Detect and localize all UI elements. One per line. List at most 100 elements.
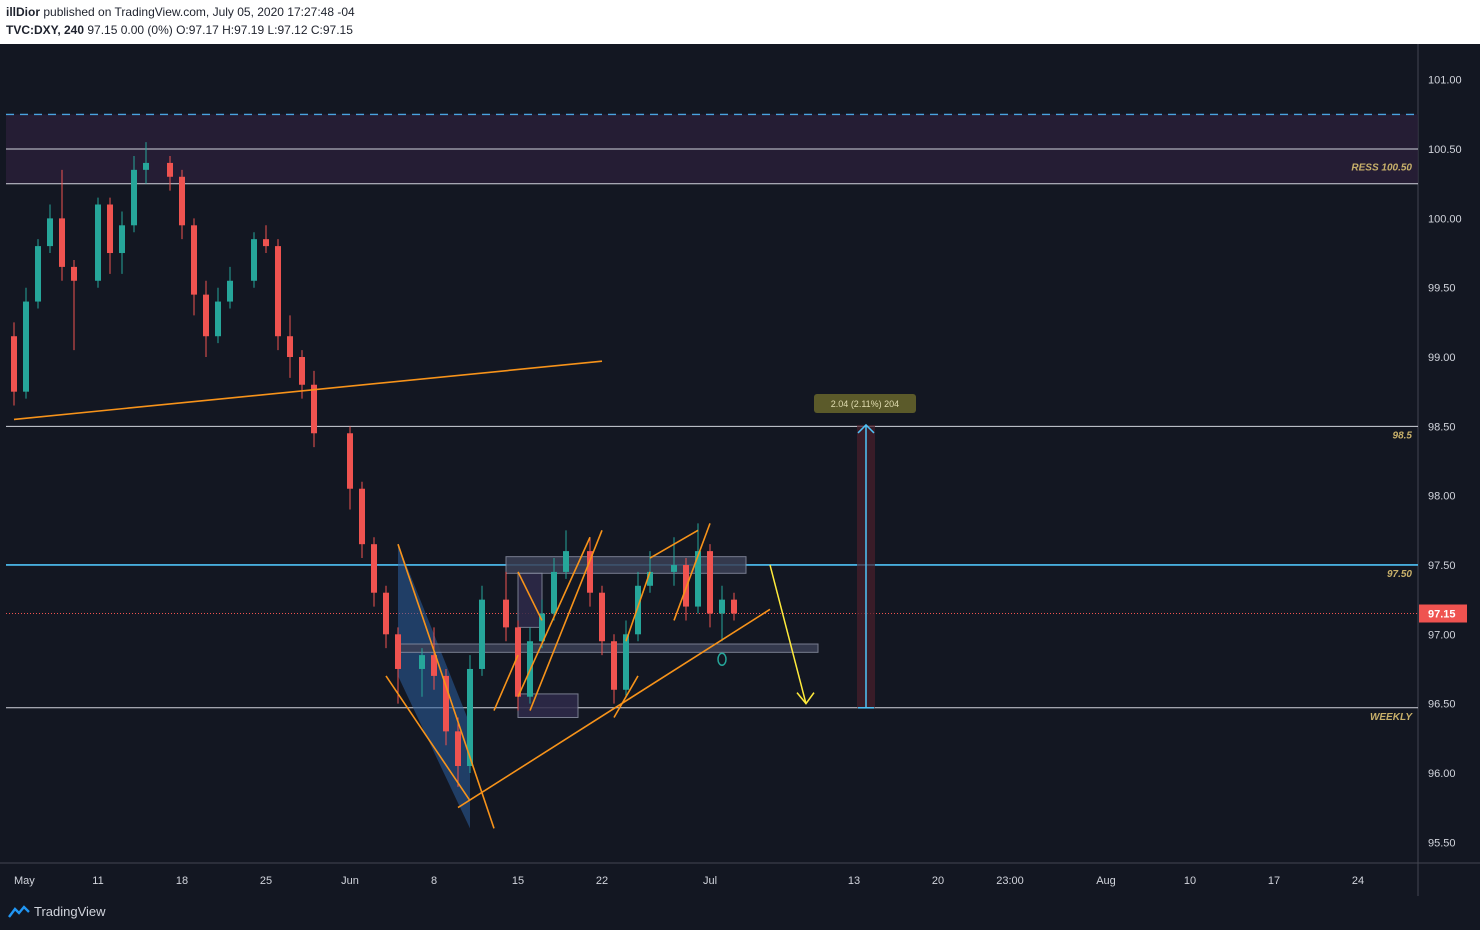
candle-body-12[interactable] <box>179 176 185 226</box>
tradingview-logo-icon <box>8 905 30 918</box>
candle-body-0[interactable] <box>11 336 17 392</box>
trend-line-1[interactable] <box>397 543 495 829</box>
candle-body-50[interactable] <box>719 599 725 614</box>
candle-body-18[interactable] <box>263 239 269 247</box>
level-label-4: 97.50 <box>1387 569 1412 580</box>
candle-body-17[interactable] <box>251 239 257 281</box>
candle-body-3[interactable] <box>47 218 53 247</box>
y-tick-1: 100.50 <box>1428 144 1462 156</box>
y-tick-9: 96.50 <box>1428 699 1456 711</box>
y-tick-2: 100.00 <box>1428 213 1462 225</box>
trend-line-6[interactable] <box>517 536 591 698</box>
author-name[interactable]: illDior <box>6 5 41 19</box>
candle-body-39[interactable] <box>563 551 569 572</box>
candle-body-8[interactable] <box>119 225 125 254</box>
trend-line-8[interactable] <box>625 571 651 642</box>
candle-body-30[interactable] <box>443 675 449 732</box>
candle-body-42[interactable] <box>611 641 617 690</box>
trend-line-2[interactable] <box>385 675 471 802</box>
level-label-2: RESS 100.50 <box>1351 162 1412 173</box>
candle-body-6[interactable] <box>95 204 101 281</box>
projection-arrow-head <box>796 692 815 705</box>
symbol-name[interactable]: TVC:DXY, 240 <box>6 23 85 37</box>
candle-body-5[interactable] <box>71 266 77 281</box>
x-tick-0: May <box>14 875 35 887</box>
candle-body-23[interactable] <box>347 433 353 489</box>
candle-body-38[interactable] <box>551 571 557 614</box>
candle-body-20[interactable] <box>287 336 293 358</box>
candle-body-47[interactable] <box>683 564 689 607</box>
publish-info: illDior published on TradingView.com, Ju… <box>6 5 355 19</box>
candle-body-34[interactable] <box>503 599 509 628</box>
publish-header: illDior published on TradingView.com, Ju… <box>0 0 1480 44</box>
candle-body-48[interactable] <box>695 551 701 607</box>
candle-body-49[interactable] <box>707 551 713 614</box>
publish-date: published on TradingView.com, July 05, 2… <box>40 5 355 19</box>
candle-body-13[interactable] <box>191 225 197 295</box>
candle-body-14[interactable] <box>203 294 209 337</box>
last-price-tag <box>1419 604 1467 623</box>
chart-canvas[interactable]: RESS 100.50 98.5 97.50 WEEKLY 2.04 (2.11%) 2… <box>0 44 1480 896</box>
level-label-3: 98.5 <box>1393 430 1413 441</box>
x-tick-9: 13 <box>848 875 860 887</box>
candle-body-41[interactable] <box>599 592 605 642</box>
candle-body-2[interactable] <box>35 246 41 302</box>
trend-line-10[interactable] <box>673 523 711 621</box>
candle-body-1[interactable] <box>23 301 29 392</box>
candle-body-28[interactable] <box>419 655 425 669</box>
candle-body-27[interactable] <box>395 634 401 669</box>
level-label-5: WEEKLY <box>1370 712 1413 723</box>
candle-body-16[interactable] <box>227 280 233 302</box>
price-chart[interactable]: RESS 100.50 98.5 97.50 WEEKLY 2.04 (2.11%) 2… <box>0 44 1480 930</box>
y-tick-11: 95.50 <box>1428 837 1456 849</box>
candle-body-37[interactable] <box>539 613 545 642</box>
candle-body-15[interactable] <box>215 301 221 337</box>
candle-body-32[interactable] <box>467 668 473 767</box>
candle-body-11[interactable] <box>167 162 173 177</box>
symbol-info: TVC:DXY, 240 97.15 0.00 (0%) O:97.17 H:9… <box>6 23 353 37</box>
trend-line-0[interactable] <box>13 360 603 421</box>
footer: TradingView <box>0 896 1480 930</box>
range-box-left <box>517 572 543 628</box>
trend-line-5[interactable] <box>529 530 603 711</box>
y-tick-3: 99.50 <box>1428 283 1456 295</box>
candle-body-25[interactable] <box>371 544 377 593</box>
candle-body-43[interactable] <box>623 634 629 690</box>
x-tick-10: 20 <box>932 875 944 887</box>
candle-body-4[interactable] <box>59 218 65 267</box>
brand-name[interactable]: TradingView <box>34 904 106 919</box>
candle-body-21[interactable] <box>299 357 305 385</box>
candle-body-7[interactable] <box>107 204 113 254</box>
candle-body-29[interactable] <box>431 655 437 676</box>
range-box-mid <box>397 643 819 653</box>
candle-body-51[interactable] <box>731 599 737 614</box>
x-tick-4: Jun <box>341 875 359 887</box>
candle-body-26[interactable] <box>383 592 389 635</box>
candle-body-9[interactable] <box>131 169 137 226</box>
candle-body-45[interactable] <box>647 571 653 586</box>
trend-line-11[interactable] <box>493 654 519 711</box>
candle-body-35[interactable] <box>515 627 521 697</box>
candle-body-33[interactable] <box>479 599 485 669</box>
y-tick-5: 98.50 <box>1428 421 1456 433</box>
trend-line-9[interactable] <box>649 529 699 559</box>
candle-body-40[interactable] <box>587 551 593 593</box>
candle-body-19[interactable] <box>275 246 281 337</box>
candle-body-22[interactable] <box>311 384 317 434</box>
candle-body-46[interactable] <box>671 564 677 572</box>
range-box-low <box>517 693 579 718</box>
trend-line-3[interactable] <box>457 608 771 809</box>
candle-body-10[interactable] <box>143 162 149 170</box>
last-price-label: 97.15 <box>1428 609 1456 621</box>
y-tick-10: 96.00 <box>1428 768 1456 780</box>
candle-body-24[interactable] <box>359 488 365 545</box>
y-tick-6: 98.00 <box>1428 491 1456 503</box>
measure-arrow-head <box>857 423 875 434</box>
candle-body-44[interactable] <box>635 585 641 635</box>
projection-arrow[interactable] <box>769 564 807 704</box>
candle-body-31[interactable] <box>455 731 461 767</box>
trend-line-7[interactable] <box>613 675 639 718</box>
measure-label: 2.04 (2.11%) 204 <box>831 399 899 409</box>
target-marker <box>717 652 727 667</box>
trend-line-4[interactable] <box>517 571 543 621</box>
